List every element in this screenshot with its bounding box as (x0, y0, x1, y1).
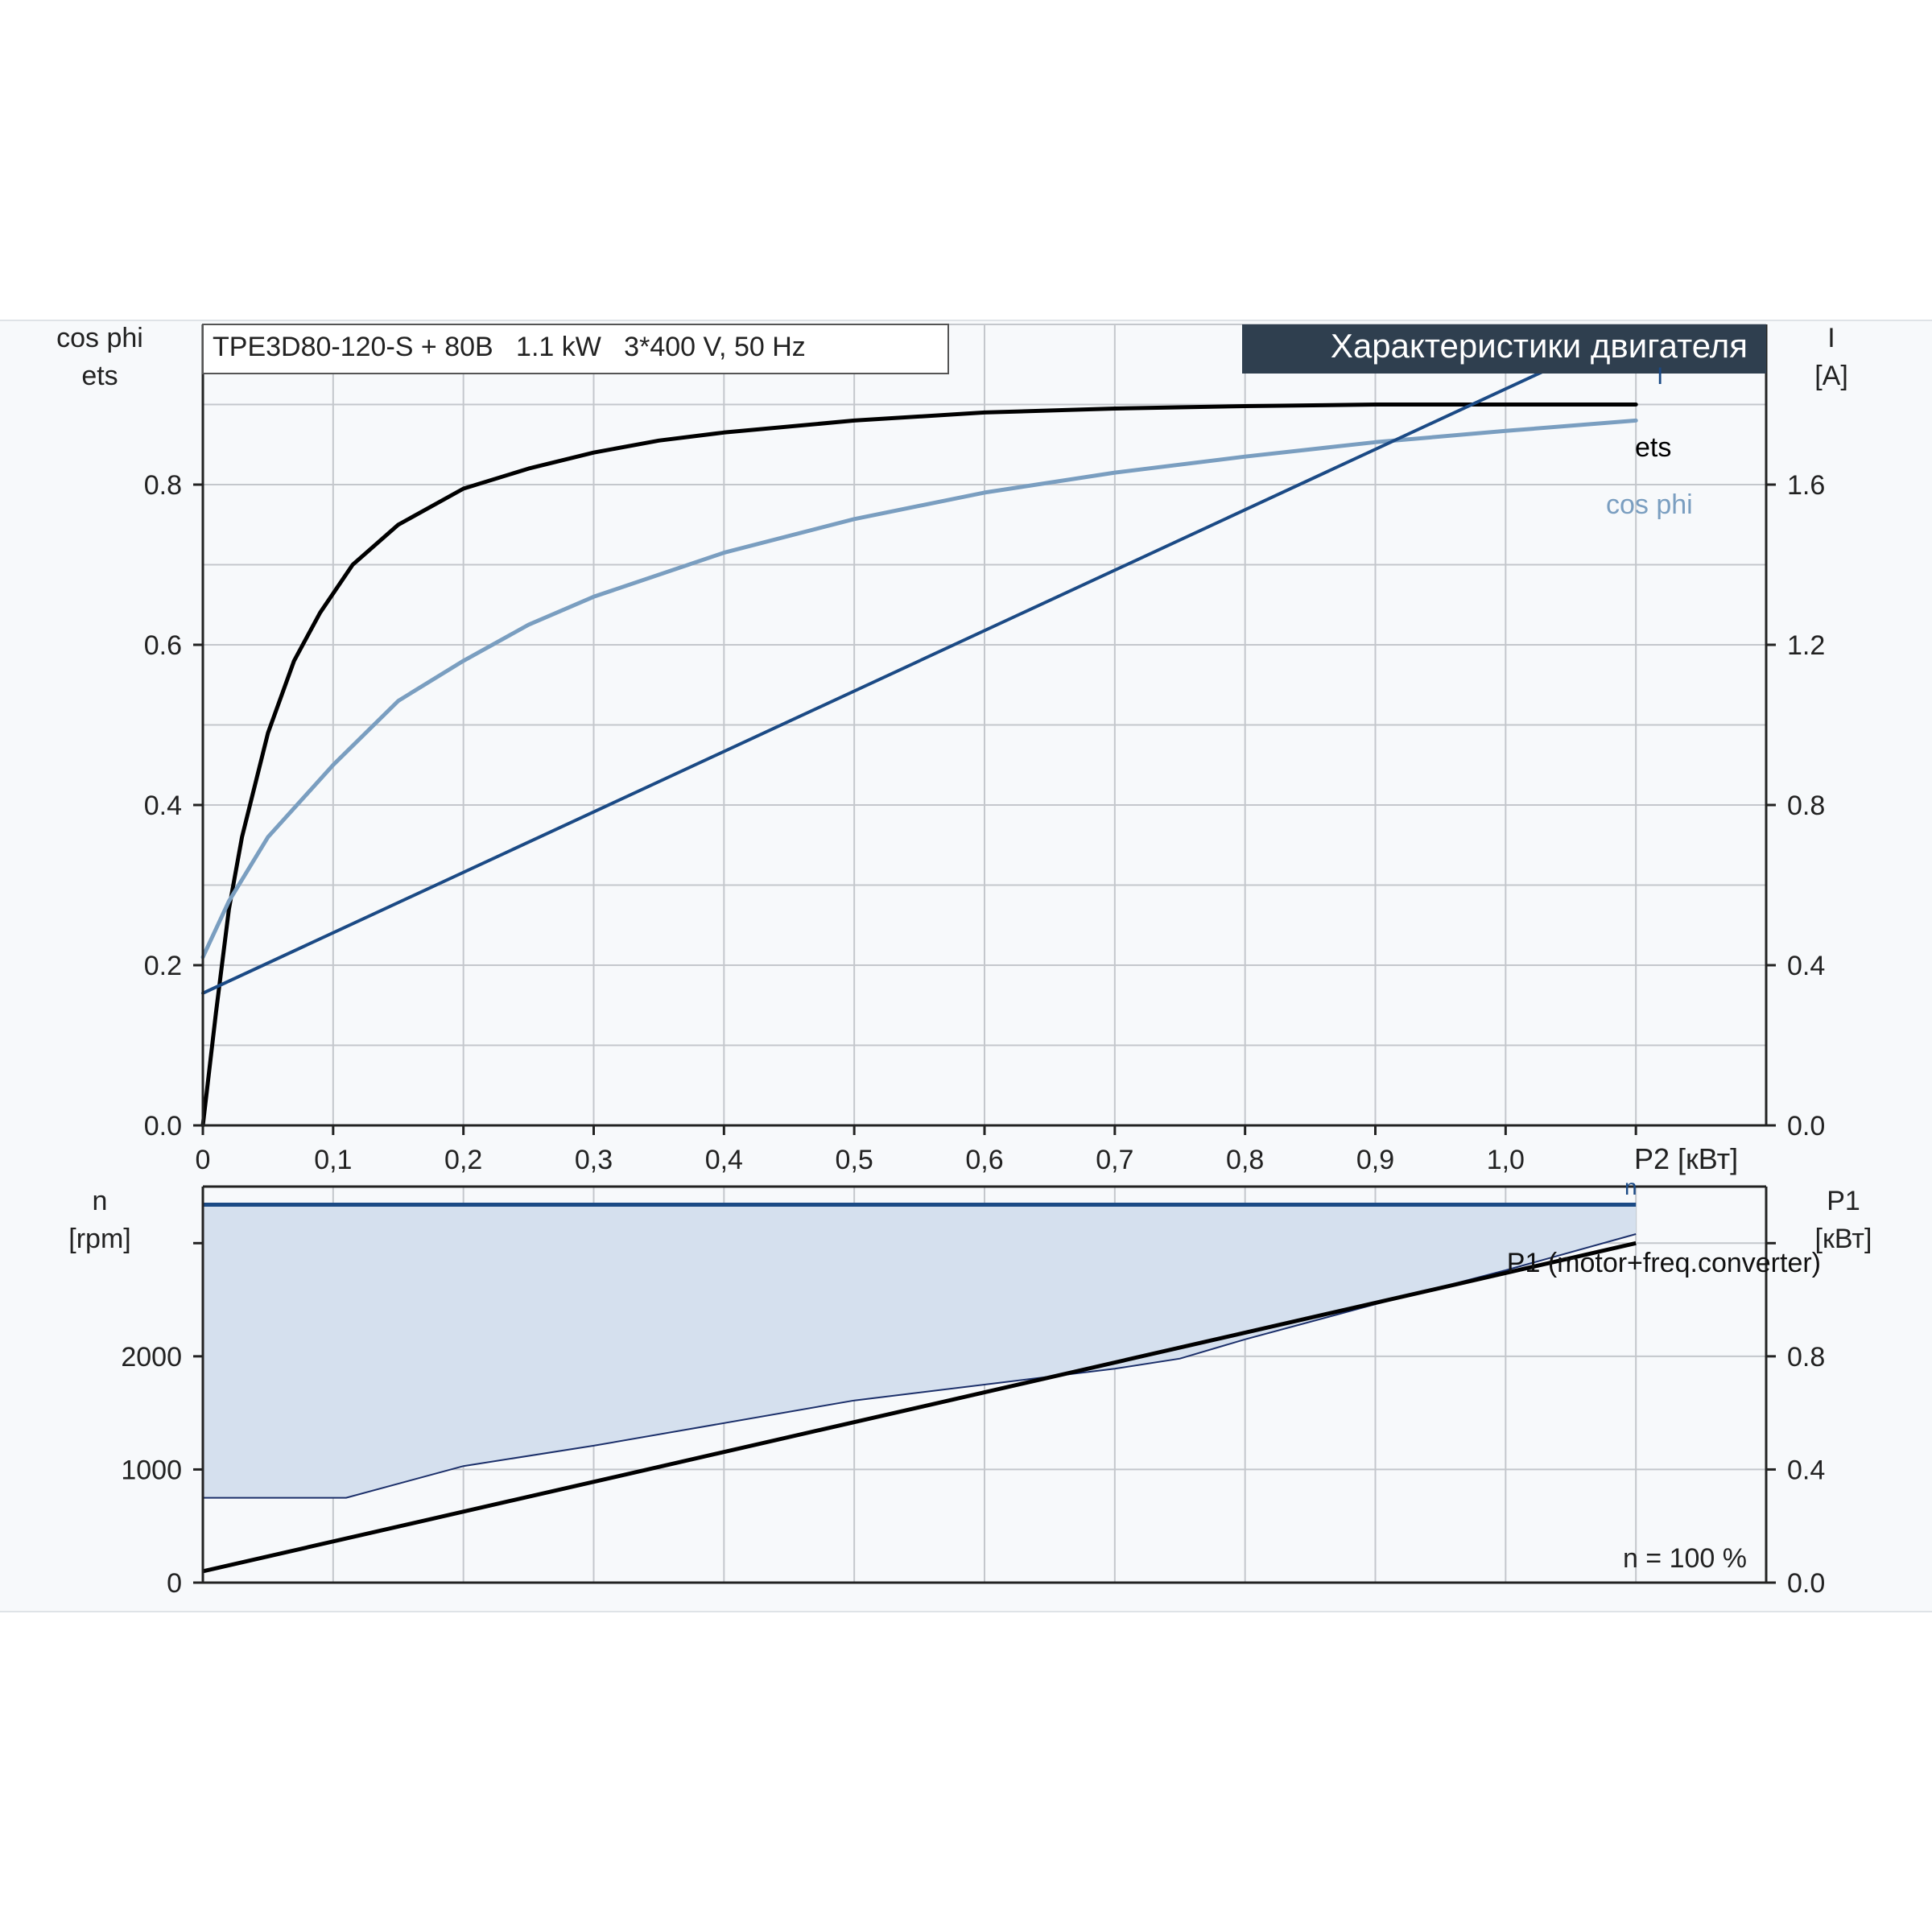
y-right-tick-label: 1.2 (1787, 630, 1825, 661)
x-tick-label: 0,2 (444, 1145, 482, 1175)
current-line (201, 327, 1638, 995)
y-left-tick-label: 0.8 (144, 470, 182, 501)
bottom-y-left-tick-label: 2000 (121, 1342, 182, 1373)
model-box (202, 324, 949, 374)
bottom-right-axis-label-p1: P1 (1827, 1186, 1860, 1216)
y-left-tick-label: 0.0 (144, 1111, 182, 1141)
x-tick-label: 0,1 (314, 1145, 352, 1175)
bottom-y-right-tick-label: 0.8 (1787, 1342, 1825, 1373)
x-tick-label: 0,4 (705, 1145, 743, 1175)
x-tick-label: 0,7 (1096, 1145, 1133, 1175)
bottom-y-right-tick-label: 0.0 (1787, 1568, 1825, 1599)
bottom-left-axis-label-unit: [rpm] (68, 1224, 130, 1254)
x-tick-label: 0,6 (965, 1145, 1003, 1175)
top-tick-labels: 0 0,1 0,2 0,3 0,4 0,5 0,6 0,7 0,8 0,9 1,0 0.0 0.2 0.4… (144, 470, 1826, 1175)
y-right-tick-label: 1.6 (1787, 470, 1825, 501)
y-left-tick-label: 0.2 (144, 951, 182, 981)
y-left-tick-label: 0.4 (144, 791, 182, 821)
y-right-tick-label: 0.8 (1787, 791, 1825, 821)
bottom-y-left-tick-label: 0 (167, 1568, 182, 1599)
cosphi-curve (200, 418, 1638, 960)
x-tick-label: 0,5 (836, 1145, 873, 1175)
bottom-panel: 0 1000 2000 0.0 0.4 0.8 n [rpm] P1 [кВт] n P1… (68, 1174, 1872, 1599)
title-box (1242, 324, 1766, 374)
bottom-tick-labels: 0 1000 2000 0.0 0.4 0.8 (121, 1241, 1825, 1599)
x-tick-label: 1,0 (1487, 1145, 1525, 1175)
x-tick-label: 0,3 (575, 1145, 613, 1175)
top-panel: 0 0,1 0,2 0,3 0,4 0,5 0,6 0,7 0,8 0,9 1,0 0.0 0.2 0.4… (56, 323, 1848, 1175)
eta-curve (200, 402, 1638, 1128)
series-label-cosphi: cos phi (1606, 489, 1693, 520)
right-axis-label-current: I (1827, 323, 1835, 353)
bottom-left-axis-label-n: n (93, 1186, 108, 1216)
chart-title: Характеристики двигателя (1331, 327, 1748, 365)
right-axis-label-unit: [A] (1814, 361, 1848, 391)
x-tick-label: 0 (196, 1145, 211, 1175)
series-label-n: n (1624, 1174, 1637, 1199)
series-label-p1: P1 (motor+freq.converter) (1507, 1248, 1821, 1278)
bottom-series (202, 1203, 1637, 1574)
y-left-tick-label: 0.6 (144, 630, 182, 661)
left-axis-label-cosphi: cos phi (56, 323, 143, 353)
model-label: TPE3D80-120-S + 80B 1.1 kW 3*400 V, 50 H… (213, 332, 806, 362)
y-right-tick-label: 0.0 (1787, 1111, 1825, 1141)
x-tick-label: 0,9 (1356, 1145, 1394, 1175)
speed-annotation: n = 100 % (1623, 1543, 1747, 1574)
left-axis-label-eta: ets (81, 361, 118, 391)
series-label-current: I (1657, 363, 1663, 390)
bottom-y-left-tick-label: 1000 (121, 1455, 182, 1485)
bottom-axes (201, 1185, 1768, 1584)
x-axis-label: P2 [кВт] (1634, 1142, 1738, 1175)
x-tick-label: 0,8 (1226, 1145, 1264, 1175)
bottom-right-axis-label-unit: [кВт] (1815, 1224, 1872, 1254)
bottom-y-right-tick-label: 0.4 (1787, 1455, 1825, 1485)
p1-line (202, 1241, 1637, 1574)
top-series (200, 327, 1638, 1128)
y-right-tick-label: 0.4 (1787, 951, 1825, 981)
series-label-eta: ets (1635, 432, 1671, 463)
speed-range-area (203, 1204, 1637, 1498)
